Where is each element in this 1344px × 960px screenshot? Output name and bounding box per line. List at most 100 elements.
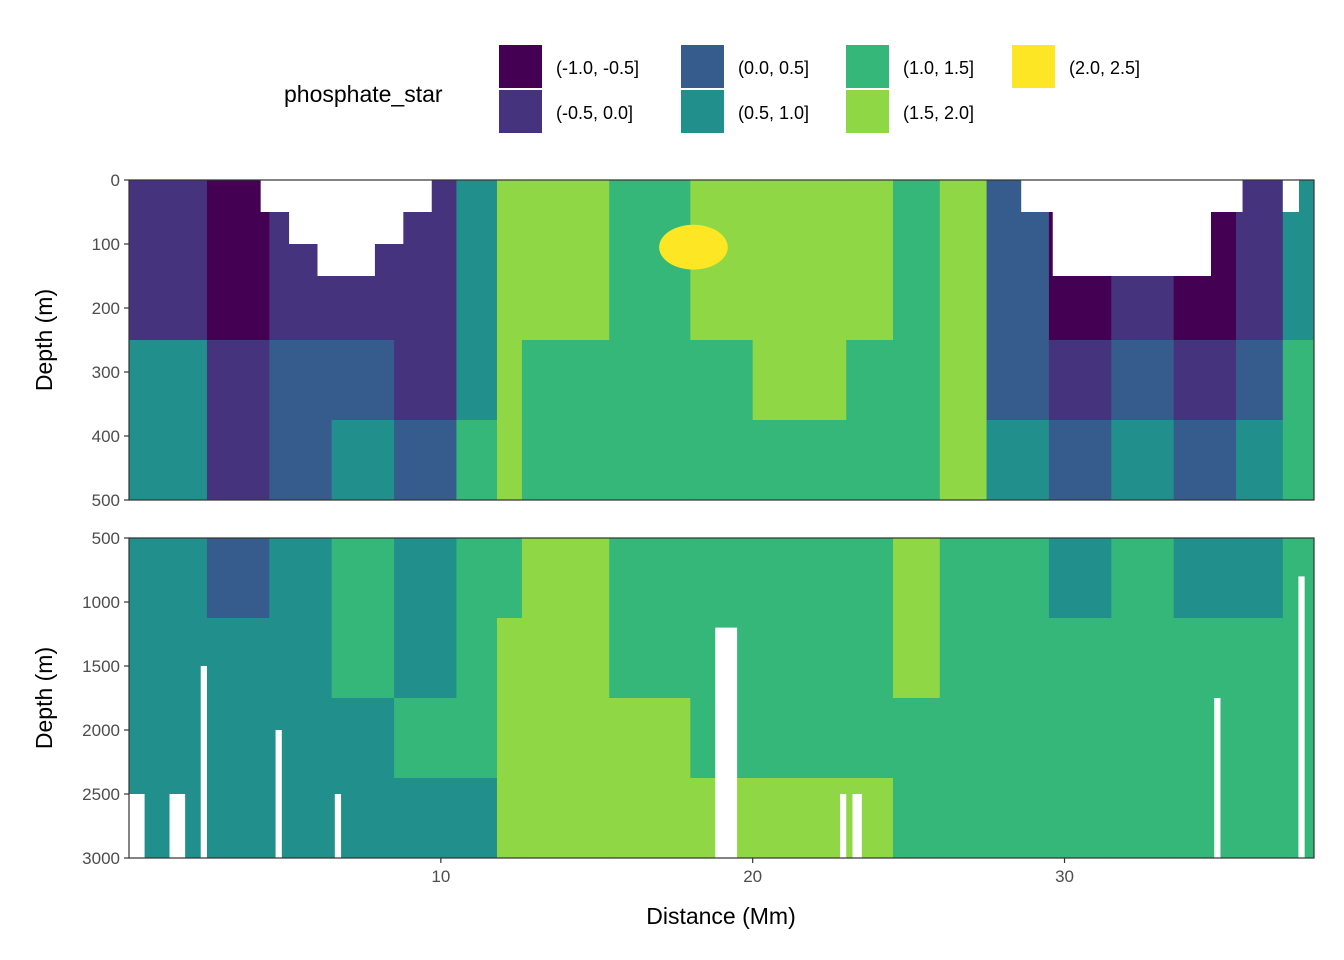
panel-top-cell-3-1 bbox=[206, 420, 270, 500]
legend-label-4: (1.0, 1.5] bbox=[903, 58, 974, 78]
panel-top-cell-0-0 bbox=[129, 180, 208, 261]
panel-top-cell-3-9 bbox=[690, 420, 754, 500]
panel-bottom-cell-0-11 bbox=[846, 538, 894, 619]
panel-bottom-y-tick-label-1: 1000 bbox=[82, 593, 120, 612]
panel-bottom-cell-2-3 bbox=[331, 698, 395, 779]
panel-top-cell-2-11 bbox=[846, 340, 894, 421]
panel-top-cell-3-16 bbox=[1111, 420, 1175, 500]
panel-top-cell-1-5 bbox=[456, 260, 498, 341]
panel-bottom-cell-2-5 bbox=[456, 698, 498, 779]
panel-bottom-cell-2-4 bbox=[394, 698, 458, 779]
panel-bottom-y-tick-label-4: 2500 bbox=[82, 785, 120, 804]
panel-top-blank-region-2-0 bbox=[1282, 180, 1300, 212]
panel-bottom-cell-2-15 bbox=[1048, 698, 1112, 779]
panel-bottom-cell-2-0 bbox=[129, 698, 208, 779]
panel-top-y-tick-label-4: 400 bbox=[92, 427, 120, 446]
panel-top-cell-1-10 bbox=[752, 260, 847, 341]
panel-top-cell-3-6 bbox=[496, 420, 523, 500]
x-tick-label-2: 30 bbox=[1055, 867, 1074, 886]
panel-top-blank-region-1-6 bbox=[1178, 180, 1211, 276]
panel-top-cell-3-17 bbox=[1173, 420, 1237, 500]
panel-bottom-blank-column-9 bbox=[1298, 576, 1305, 858]
panel-bottom-cell-1-16 bbox=[1111, 618, 1175, 699]
panel-top-cell-3-12 bbox=[893, 420, 941, 500]
panel-top-cell-0-12 bbox=[893, 180, 941, 261]
panel-bottom-cell-1-18 bbox=[1236, 618, 1284, 699]
panel-top-cell-3-19 bbox=[1282, 420, 1314, 500]
panel-bottom-cell-1-4 bbox=[394, 618, 458, 699]
panel-bottom-cell-1-5 bbox=[456, 618, 498, 699]
panel-bottom-cell-0-13 bbox=[939, 538, 988, 619]
panel-bottom-y-tick-label-2: 1500 bbox=[82, 657, 120, 676]
panel-top-cell-0-7 bbox=[521, 180, 610, 261]
panel-top-cell-1-9 bbox=[690, 260, 754, 341]
panel-top-cell-0-5 bbox=[456, 180, 498, 261]
x-tick-label-0: 10 bbox=[431, 867, 450, 886]
panel-bottom-cell-3-4 bbox=[394, 778, 458, 858]
panel-bottom-cell-0-9 bbox=[690, 538, 754, 619]
panel-top-y-tick-label-1: 100 bbox=[92, 235, 120, 254]
panel-top-cell-0-6 bbox=[496, 180, 523, 261]
panel-top-cell-0-10 bbox=[752, 180, 847, 261]
panel-bottom-cell-0-5 bbox=[456, 538, 498, 619]
panel-top-cell-3-8 bbox=[609, 420, 691, 500]
legend-title: phosphate_star bbox=[284, 81, 443, 107]
panel-bottom-cell-3-6 bbox=[496, 778, 523, 858]
panel-top-cell-0-11 bbox=[846, 180, 894, 261]
panel-bottom-cell-3-17 bbox=[1173, 778, 1237, 858]
panel-top-cell-2-6 bbox=[496, 340, 523, 421]
panel-bottom-cell-0-8 bbox=[609, 538, 691, 619]
panel-bottom-cell-1-1 bbox=[206, 618, 270, 699]
panel-bottom-blank-column-0 bbox=[129, 794, 145, 858]
panel-bottom-cell-3-16 bbox=[1111, 778, 1175, 858]
panel-bottom-cell-1-0 bbox=[129, 618, 208, 699]
panel-bottom-cell-2-14 bbox=[986, 698, 1050, 779]
panel-top-cell-3-0 bbox=[129, 420, 208, 500]
panel-bottom-y-axis-title: Depth (m) bbox=[31, 647, 57, 749]
panel-bottom-cell-0-12 bbox=[893, 538, 941, 619]
legend: phosphate_star (-1.0, -0.5] (-0.5, 0.0] (0… bbox=[284, 45, 1140, 133]
panel-top-cell-3-14 bbox=[986, 420, 1050, 500]
legend-key-1 bbox=[499, 90, 542, 133]
panel-bottom-cell-2-8 bbox=[609, 698, 691, 779]
panel-top-cell-1-11 bbox=[846, 260, 894, 341]
panel-bottom-cell-1-6 bbox=[496, 618, 523, 699]
panel-bottom-blank-column-1 bbox=[169, 794, 186, 858]
panel-top-blank-region-1-4 bbox=[1115, 180, 1148, 276]
panel-bottom-cell-0-15 bbox=[1048, 538, 1112, 619]
panel-bottom-blank-column-5 bbox=[715, 627, 738, 858]
panel-top-y-tick-label-0: 0 bbox=[111, 171, 120, 190]
panel-top-cell-3-3 bbox=[331, 420, 395, 500]
panel-top-cell-2-9 bbox=[690, 340, 754, 421]
panel-bottom-cell-0-16 bbox=[1111, 538, 1175, 619]
panel-top-cell-3-11 bbox=[846, 420, 894, 500]
panel-bottom-cell-0-4 bbox=[394, 538, 458, 619]
panel-top-blank-region-0-7 bbox=[402, 180, 432, 212]
panel-bottom-cell-1-10 bbox=[752, 618, 847, 699]
panel-top-cell-1-12 bbox=[893, 260, 941, 341]
panel-bottom-y-tick-label-5: 3000 bbox=[82, 849, 120, 868]
panel-top-cell-0-1 bbox=[206, 180, 270, 261]
panel-bottom-cell-1-7 bbox=[521, 618, 610, 699]
panel-top-blank-region-1-2 bbox=[1052, 180, 1085, 276]
panel-top-cell-3-7 bbox=[521, 420, 610, 500]
panel-bottom-cell-1-12 bbox=[893, 618, 941, 699]
panel-top-cell-3-5 bbox=[456, 420, 498, 500]
panel-bottom-cell-3-8 bbox=[609, 778, 691, 858]
panel-top-y-tick-label-5: 500 bbox=[92, 491, 120, 510]
panel-top-cell-0-13 bbox=[939, 180, 988, 261]
panel-top-blank-region-1-1 bbox=[1021, 180, 1054, 212]
panel-bottom: 500 1000 1500 2000 2500 3000 Depth (m) bbox=[31, 529, 1315, 868]
panel-bottom-cell-2-13 bbox=[939, 698, 988, 779]
panel-bottom-cell-2-10 bbox=[752, 698, 847, 779]
panel-top-cell-2-18 bbox=[1236, 340, 1284, 421]
legend-key-6 bbox=[1012, 45, 1055, 88]
panel-top-cell-1-4 bbox=[394, 260, 458, 341]
panel-bottom-cell-1-11 bbox=[846, 618, 894, 699]
panel-bottom-blank-column-8 bbox=[1214, 698, 1221, 858]
panel-bottom-cell-1-14 bbox=[986, 618, 1050, 699]
panel-bottom-cell-1-17 bbox=[1173, 618, 1237, 699]
panel-bottom-cell-3-12 bbox=[893, 778, 941, 858]
panel-bottom-cell-3-10 bbox=[752, 778, 847, 858]
